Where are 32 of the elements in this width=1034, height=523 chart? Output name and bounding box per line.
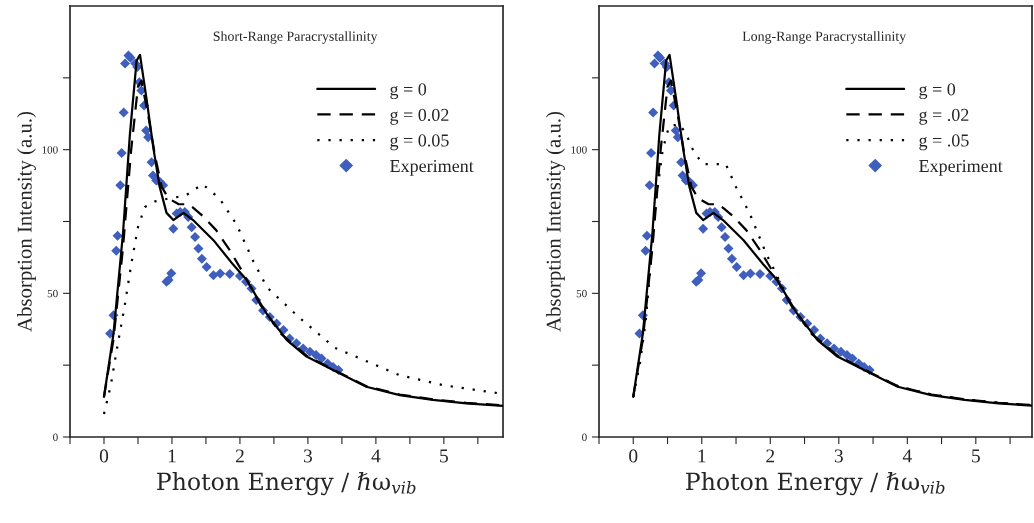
- x-axis-title: Photon Energy / ℏω$_{vib}$: [686, 471, 945, 496]
- text: Long-Range Paracrystallinity: [742, 31, 907, 44]
- legend-label: g = 0: [919, 83, 956, 100]
- text: Short-Range Paracrystallinity: [213, 31, 378, 44]
- y-tick-label: 100: [571, 146, 587, 154]
- y-tick-label: 0: [53, 433, 58, 441]
- y-tick-label: 50: [576, 289, 587, 298]
- x-tick-label: 1: [698, 449, 706, 463]
- x-tick-label: 3: [303, 449, 313, 463]
- y-axis-title: Absorption Intensity (a.u.): [546, 111, 565, 332]
- legend-label: Experiment: [390, 159, 474, 176]
- legend-label: g = .05: [919, 134, 969, 151]
- legend-label: g = 0: [390, 83, 427, 100]
- x-tick-label: 5: [440, 449, 448, 463]
- y-tick-label: 0: [582, 433, 587, 441]
- legend-label: g = 0.02: [390, 108, 449, 125]
- legend-label: g = .02: [919, 108, 969, 125]
- x-tick-label: 0: [629, 449, 638, 463]
- x-tick-label: 2: [235, 449, 244, 463]
- legend-label: g = 0.05: [390, 134, 449, 151]
- x-tick-label: 4: [902, 449, 912, 463]
- x-tick-label: 5: [972, 449, 980, 463]
- x-tick-label: 4: [371, 449, 381, 463]
- x-tick-label: 1: [168, 449, 176, 463]
- x-tick-label: 2: [766, 449, 775, 463]
- x-tick-label: 3: [834, 449, 843, 463]
- legend-label: Experiment: [919, 159, 1003, 176]
- y-tick-label: 100: [42, 146, 58, 154]
- y-tick-label: 50: [47, 289, 58, 298]
- x-axis-title: Photon Energy / ℏω$_{vib}$: [157, 471, 416, 496]
- y-axis-title: Absorption Intensity (a.u.): [17, 111, 36, 332]
- x-tick-label: 0: [99, 449, 109, 463]
